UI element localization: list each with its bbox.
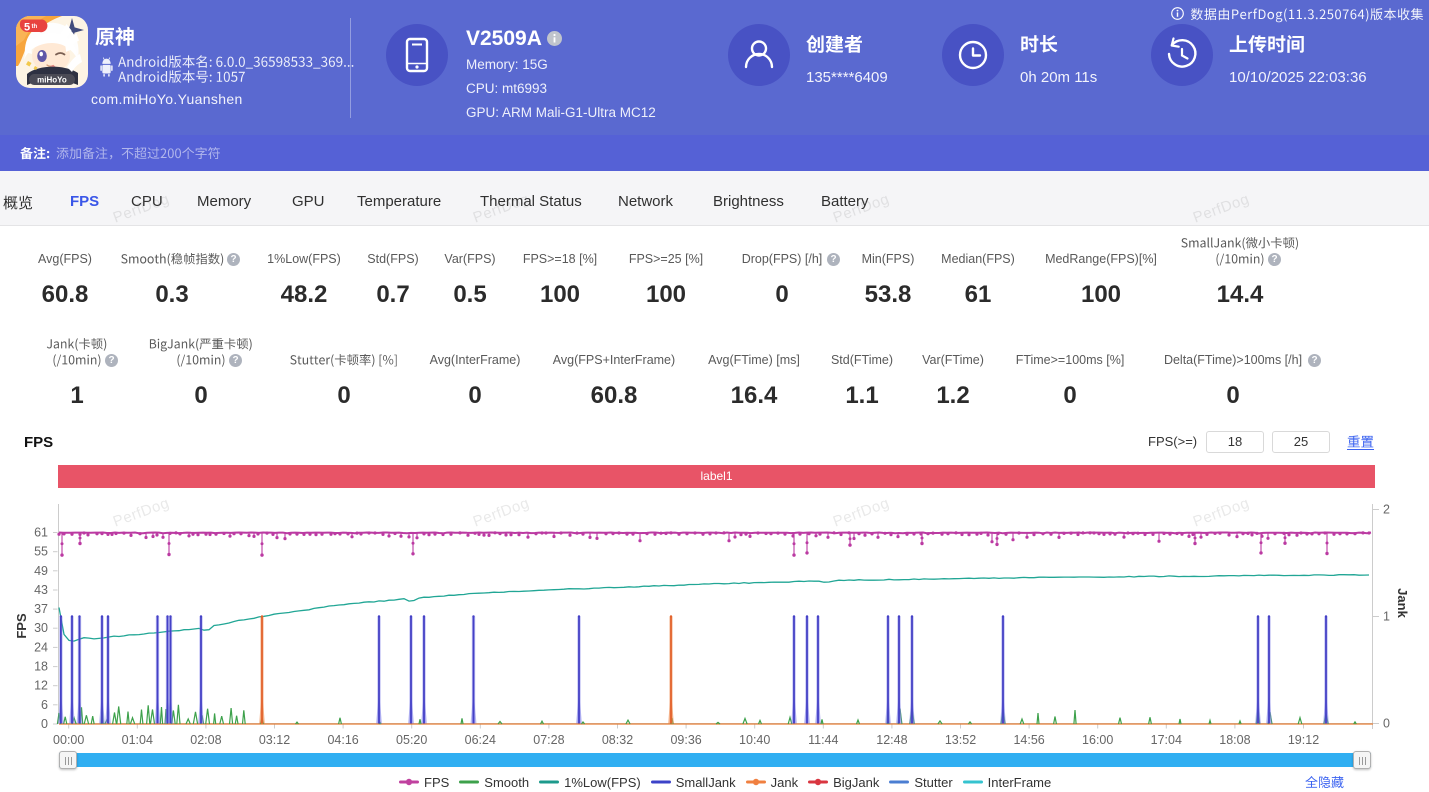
svg-text:0: 0 (41, 717, 48, 731)
svg-text:09:36: 09:36 (670, 733, 701, 747)
svg-text:02:08: 02:08 (190, 733, 221, 747)
svg-text:11:44: 11:44 (808, 733, 838, 747)
svg-text:08:32: 08:32 (602, 733, 633, 747)
svg-text:FPS: FPS (14, 613, 29, 639)
svg-text:24: 24 (34, 640, 48, 654)
svg-text:18:08: 18:08 (1219, 733, 1250, 747)
svg-text:12:48: 12:48 (876, 733, 907, 747)
svg-text:0: 0 (1383, 717, 1390, 731)
svg-text:17:04: 17:04 (1151, 733, 1182, 747)
svg-text:10:40: 10:40 (739, 733, 770, 747)
svg-text:49: 49 (34, 564, 48, 578)
svg-text:Jank: Jank (1395, 588, 1410, 618)
svg-text:16:00: 16:00 (1082, 733, 1113, 747)
svg-text:14:56: 14:56 (1013, 733, 1044, 747)
svg-text:30: 30 (34, 621, 48, 635)
svg-text:1: 1 (1383, 610, 1390, 624)
svg-text:06:24: 06:24 (465, 733, 496, 747)
svg-text:19:12: 19:12 (1288, 733, 1319, 747)
svg-text:12: 12 (34, 679, 48, 693)
svg-text:61: 61 (34, 526, 48, 540)
svg-text:04:16: 04:16 (327, 733, 358, 747)
svg-text:13:52: 13:52 (945, 733, 976, 747)
svg-text:miHoYo: miHoYo (37, 76, 67, 85)
svg-text:2: 2 (1383, 503, 1390, 517)
svg-text:6: 6 (41, 698, 48, 712)
svg-text:07:28: 07:28 (533, 733, 564, 747)
svg-text:5: 5 (24, 22, 30, 34)
svg-text:43: 43 (34, 583, 48, 597)
svg-text:55: 55 (34, 545, 48, 559)
svg-text:th: th (32, 24, 38, 30)
svg-text:05:20: 05:20 (396, 733, 427, 747)
svg-text:03:12: 03:12 (259, 733, 290, 747)
svg-text:00:00: 00:00 (53, 733, 84, 747)
svg-text:37: 37 (34, 602, 48, 616)
svg-text:18: 18 (34, 660, 48, 674)
svg-text:01:04: 01:04 (122, 733, 153, 747)
